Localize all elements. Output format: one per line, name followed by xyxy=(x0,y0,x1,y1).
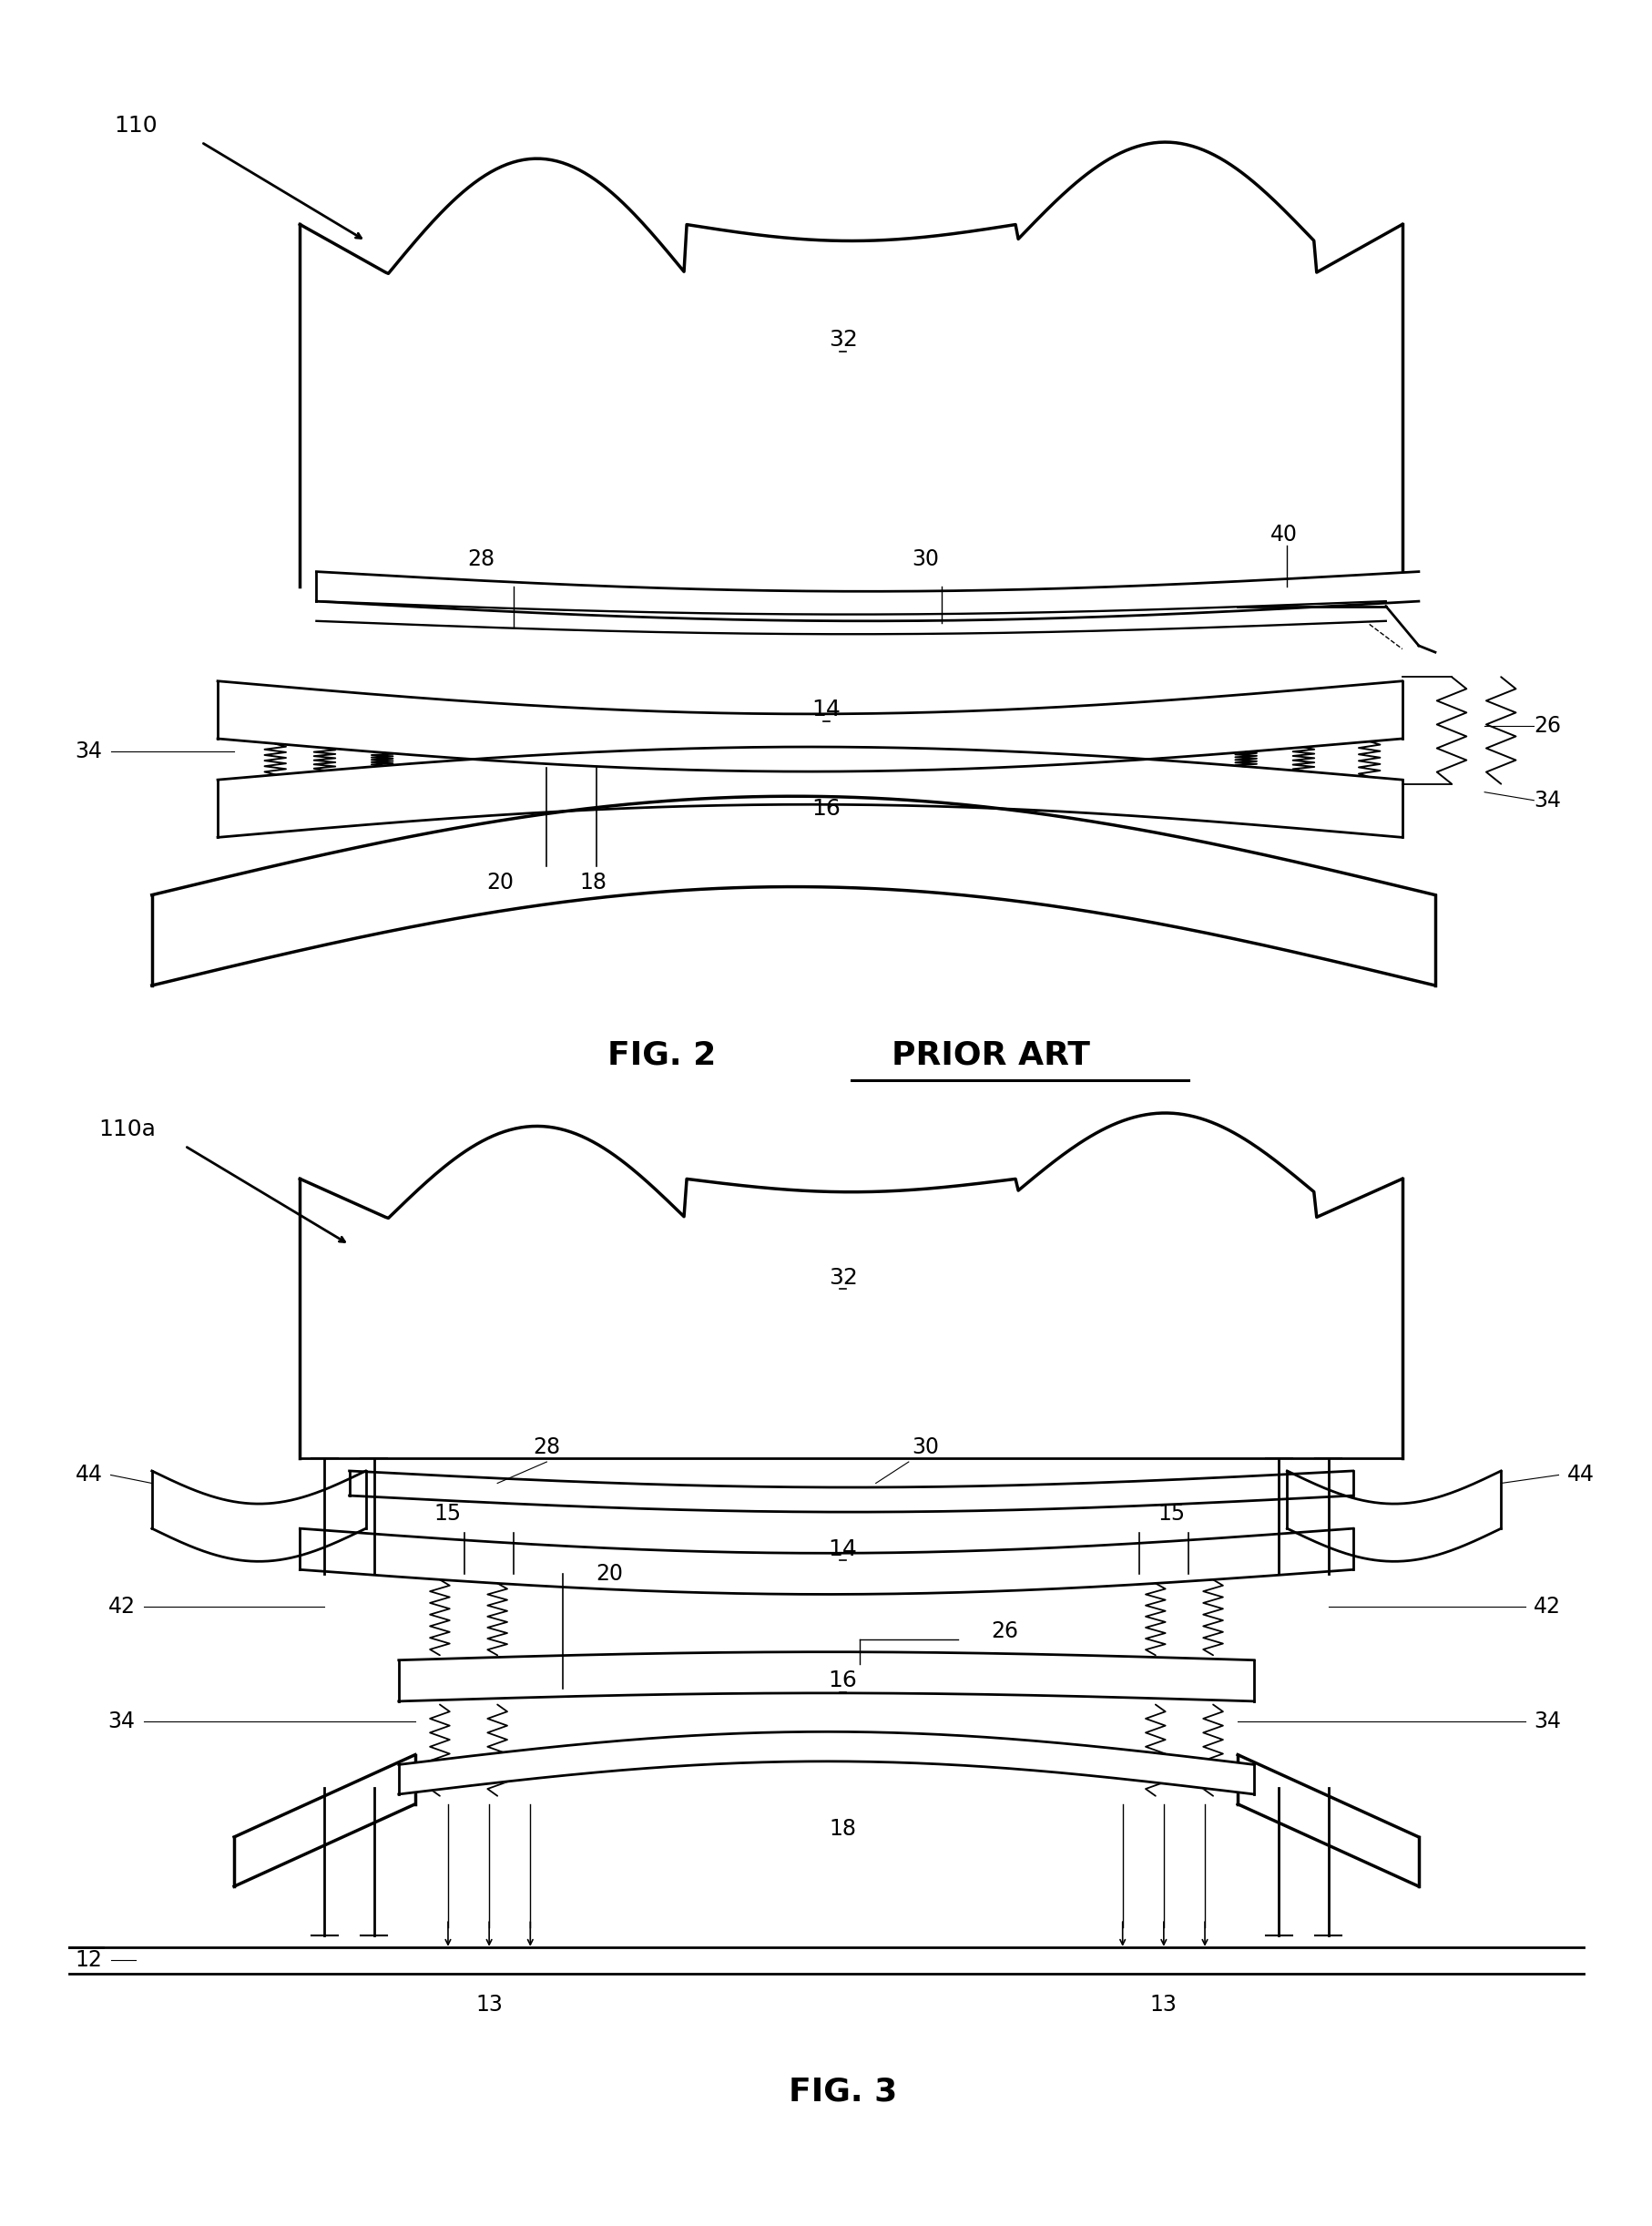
Text: 15: 15 xyxy=(1158,1503,1184,1525)
Text: 28: 28 xyxy=(532,1436,560,1458)
Text: 16: 16 xyxy=(828,1670,857,1692)
Text: 40: 40 xyxy=(1270,523,1297,545)
Text: 42: 42 xyxy=(107,1596,135,1618)
Text: 20: 20 xyxy=(486,873,514,893)
Text: 14: 14 xyxy=(828,1538,857,1560)
Text: 26: 26 xyxy=(991,1621,1018,1643)
Text: FIG. 2: FIG. 2 xyxy=(608,1040,715,1071)
Text: 15: 15 xyxy=(434,1503,461,1525)
Text: 14: 14 xyxy=(811,699,841,721)
Text: 30: 30 xyxy=(910,548,938,570)
Text: 26: 26 xyxy=(1533,715,1561,737)
Text: 34: 34 xyxy=(107,1712,135,1732)
Text: 44: 44 xyxy=(1566,1465,1593,1487)
Text: 44: 44 xyxy=(74,1465,102,1487)
Text: 18: 18 xyxy=(580,873,606,893)
Text: PRIOR ART: PRIOR ART xyxy=(890,1040,1090,1071)
Text: 32: 32 xyxy=(828,329,857,349)
Text: 30: 30 xyxy=(910,1436,938,1458)
Text: 34: 34 xyxy=(74,739,102,761)
Text: 110a: 110a xyxy=(99,1117,155,1140)
Text: 110: 110 xyxy=(114,116,157,136)
Text: FIG. 3: FIG. 3 xyxy=(788,2077,897,2108)
Text: 13: 13 xyxy=(476,1992,502,2015)
Text: 12: 12 xyxy=(76,1950,102,1972)
Text: 34: 34 xyxy=(1533,790,1561,810)
Text: 34: 34 xyxy=(1533,1712,1561,1732)
Text: 42: 42 xyxy=(1533,1596,1561,1618)
Text: 13: 13 xyxy=(1150,1992,1176,2015)
Text: 20: 20 xyxy=(596,1563,623,1585)
Text: 16: 16 xyxy=(811,797,841,819)
Text: 28: 28 xyxy=(468,548,494,570)
Text: 18: 18 xyxy=(829,1819,856,1839)
Text: 32: 32 xyxy=(828,1267,857,1289)
